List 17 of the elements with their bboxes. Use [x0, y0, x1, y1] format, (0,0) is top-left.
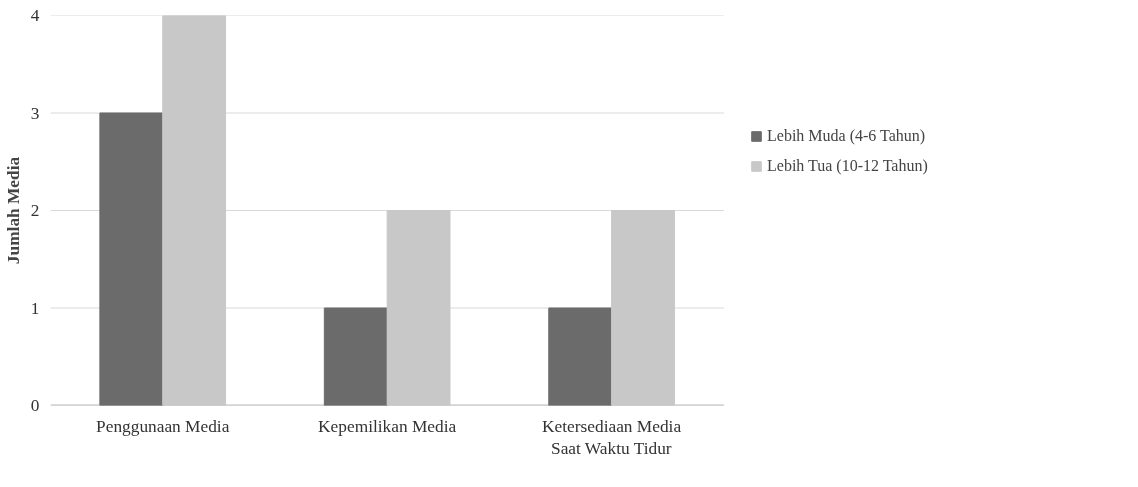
- x-tick-label: Penggunaan Media: [96, 416, 230, 436]
- x-tick-label: Kepemilikan Media: [318, 416, 457, 436]
- bar: [99, 112, 164, 406]
- x-tick-label: Ketersediaan Media Saat Waktu Tidur: [542, 416, 682, 459]
- y-tick-label: 1: [30, 298, 40, 318]
- bar: [611, 210, 675, 406]
- y-tick-label: 0: [30, 396, 40, 415]
- bar: [323, 307, 388, 406]
- y-tick-label: 3: [30, 103, 40, 123]
- bar: [548, 307, 613, 406]
- legend-label: Lebih Muda (4-6 Tahun): [767, 127, 926, 145]
- bar: [162, 15, 227, 406]
- legend-label: Lebih Tua (10-12 Tahun): [767, 157, 928, 175]
- bar: [386, 210, 451, 406]
- y-tick-label: 2: [30, 201, 40, 220]
- y-axis-title: Jumlah Media: [3, 156, 23, 265]
- y-tick-label: 4: [30, 6, 40, 25]
